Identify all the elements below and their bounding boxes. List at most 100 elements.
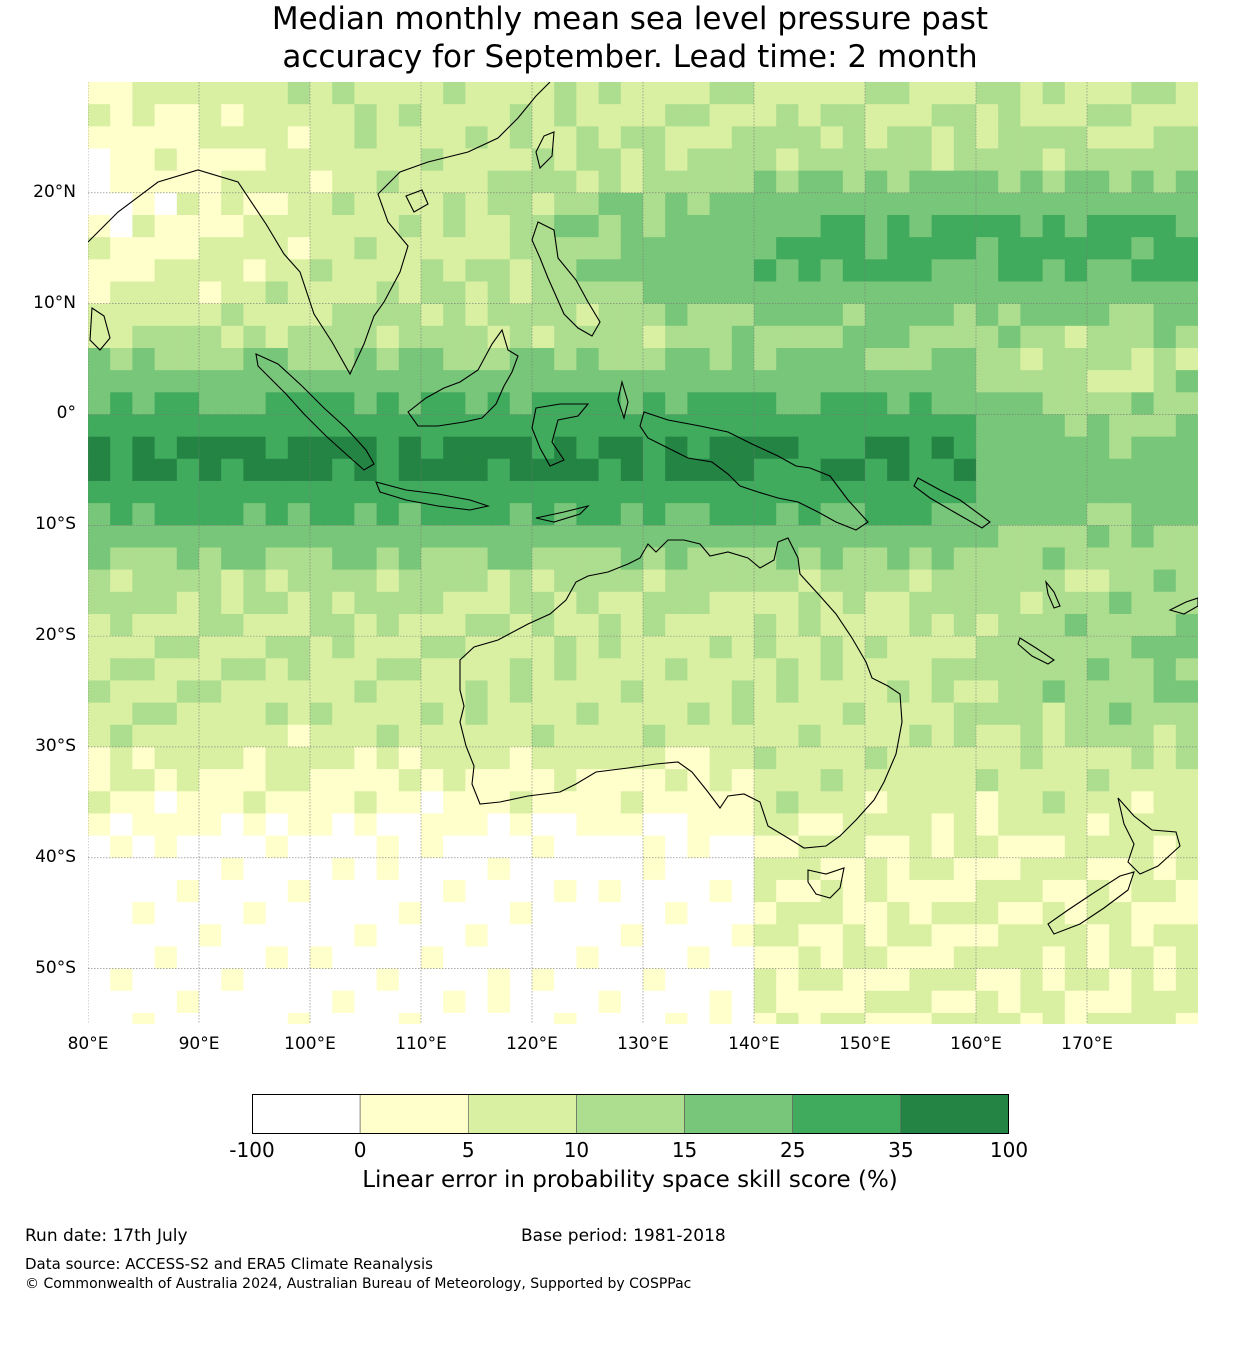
skill-cell (776, 636, 799, 659)
skill-cell (154, 990, 178, 1014)
skill-cell (132, 724, 156, 748)
skill-cell (643, 347, 666, 371)
skill-cell (687, 436, 711, 460)
skill-cell (554, 325, 577, 349)
skill-cell (532, 658, 555, 682)
skill-cell (998, 259, 1021, 283)
skill-cell (421, 126, 444, 150)
skill-cell (709, 990, 733, 1014)
skill-cell (265, 347, 289, 371)
skill-cell (865, 857, 888, 881)
skill-cell (287, 791, 311, 815)
skill-cell (310, 259, 333, 283)
skill-cell (1087, 547, 1110, 571)
skill-cell (199, 126, 222, 150)
skill-cell (132, 680, 156, 704)
skill-cell (776, 946, 799, 970)
skill-cell (1175, 148, 1198, 172)
skill-cell (1109, 370, 1132, 393)
skill-cell (1087, 347, 1110, 371)
skill-cell (243, 170, 267, 194)
skill-cell (909, 990, 933, 1014)
skill-cell (842, 214, 866, 238)
skill-cell (1153, 148, 1177, 172)
skill-cell (88, 259, 111, 283)
skill-cell (887, 259, 910, 283)
skill-cell (1175, 214, 1198, 238)
skill-cell (154, 503, 178, 526)
skill-cell (709, 968, 733, 992)
skill-cell (887, 680, 910, 704)
skill-cell (931, 414, 955, 438)
skill-cell (643, 680, 666, 704)
skill-cell (110, 813, 133, 837)
skill-cell (199, 569, 222, 593)
skill-cell (754, 148, 777, 172)
skill-cell (1131, 636, 1155, 659)
skill-cell (221, 547, 244, 571)
skill-cell (998, 104, 1021, 127)
skill-cell (643, 458, 666, 482)
skill-cell (554, 769, 577, 792)
skill-cell (709, 879, 733, 903)
skill-cell (620, 281, 644, 305)
skill-cell (509, 946, 533, 970)
skill-cell (509, 813, 533, 837)
skill-cell (354, 436, 378, 460)
skill-cell (332, 680, 355, 704)
skill-cell (176, 82, 200, 105)
skill-cell (88, 924, 111, 948)
skill-cell (332, 525, 355, 549)
skill-cell (909, 591, 933, 615)
skill-cell (310, 613, 333, 637)
skill-cell (820, 436, 844, 460)
skill-cell (798, 347, 822, 371)
skill-cell (1064, 724, 1088, 748)
skill-cell (709, 702, 733, 726)
skill-cell (398, 835, 422, 859)
skill-cell (265, 990, 289, 1014)
skill-cell (731, 82, 755, 105)
skill-cell (243, 192, 267, 216)
skill-cell (643, 636, 666, 659)
skill-cell (687, 303, 711, 327)
skill-cell (887, 480, 910, 504)
skill-cell (665, 813, 688, 837)
skill-cell (88, 148, 111, 172)
skill-cell (1087, 946, 1110, 970)
skill-cell (110, 724, 133, 748)
skill-cell (865, 680, 888, 704)
skill-cell (265, 835, 289, 859)
skill-cell (154, 857, 178, 881)
skill-cell (887, 769, 910, 792)
skill-cell (110, 370, 133, 393)
skill-cell (487, 281, 511, 305)
skill-cell (687, 879, 711, 903)
skill-cell (221, 436, 244, 460)
skill-cell (1131, 436, 1155, 460)
skill-cell (199, 636, 222, 659)
skill-cell (576, 370, 600, 393)
skill-cell (88, 769, 111, 792)
skill-cell (310, 946, 333, 970)
skill-cell (465, 1012, 489, 1024)
skill-cell (110, 769, 133, 792)
skill-cell (754, 503, 777, 526)
skill-cell (332, 480, 355, 504)
copyright: © Commonwealth of Australia 2024, Austra… (25, 1276, 692, 1292)
skill-cell (1153, 170, 1177, 194)
skill-cell (842, 170, 866, 194)
skill-cell (1131, 680, 1155, 704)
skill-cell (398, 946, 422, 970)
skill-cell (842, 259, 866, 283)
vanuatu-coast (1045, 580, 1061, 609)
skill-cell (265, 613, 289, 637)
skill-cell (465, 82, 489, 105)
skill-cell (865, 879, 888, 903)
skill-cell (798, 746, 822, 770)
skill-cell (1087, 813, 1110, 837)
skill-cell (176, 724, 200, 748)
skill-cell (820, 392, 844, 416)
skill-cell (1042, 104, 1066, 127)
skill-cell (620, 835, 644, 859)
